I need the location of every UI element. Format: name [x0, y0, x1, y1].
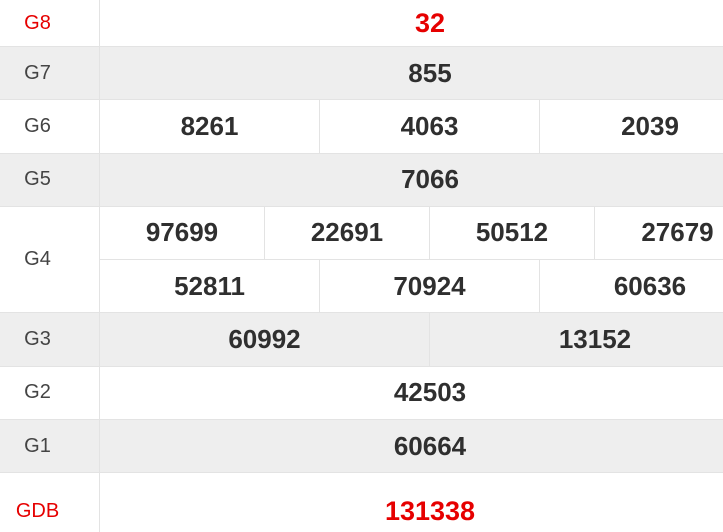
prize-row-g8: G8 32 [0, 0, 723, 47]
prize-label-g7: G7 [0, 47, 100, 100]
prize-row-g6: G6 8261 4063 2039 [0, 100, 723, 154]
prize-value-g7: 855 [408, 57, 452, 88]
prize-value-g4-5: 52811 [100, 259, 320, 313]
prize-value-g4-4: 27679 [641, 217, 714, 248]
prize-label-g2: G2 [0, 366, 100, 420]
prize-value-g6-3: 2039 [621, 110, 679, 141]
prize-label-g5: G5 [0, 153, 100, 206]
prize-label-g6: G6 [0, 100, 100, 153]
prize-value-g8: 32 [414, 7, 446, 38]
prize-value-g3-2: 13152 [558, 324, 632, 355]
prize-value-gdb: 131338 [384, 495, 476, 526]
prize-row-g5: G5 7066 [0, 153, 723, 207]
prize-value-g2: 42503 [393, 377, 467, 408]
prize-value-g5: 7066 [401, 164, 459, 195]
prize-row-g4: G4 97699 22691 50512 27679 52811 70924 6… [0, 206, 723, 314]
prize-value-g4-2: 22691 [265, 206, 430, 259]
prize-label-gdb: GDB [0, 473, 100, 532]
prize-value-g4-3: 50512 [430, 206, 595, 259]
prize-value-g6-1: 8261 [100, 100, 320, 153]
prize-value-g4-7: 60636 [613, 270, 687, 301]
prize-value-g4-6: 70924 [320, 259, 540, 313]
prize-label-g3: G3 [0, 313, 100, 366]
prize-value-g3-1: 60992 [100, 313, 430, 366]
prize-value-g1: 60664 [393, 430, 467, 461]
prize-label-g8: G8 [0, 0, 100, 46]
g4-subrow-1: 97699 22691 50512 27679 [100, 206, 723, 260]
prize-row-g3: G3 60992 13152 [0, 313, 723, 367]
prize-value-g4-1: 97699 [100, 206, 265, 259]
prize-row-g1: G1 60664 [0, 420, 723, 474]
prize-label-g4: G4 [0, 206, 100, 313]
prize-row-g7: G7 855 [0, 47, 723, 101]
prize-row-gdb: GDB 131338 [0, 473, 723, 532]
g4-values-group: 97699 22691 50512 27679 52811 70924 6063… [100, 206, 723, 313]
prize-label-g1: G1 [0, 420, 100, 473]
g4-subrow-2: 52811 70924 60636 [100, 259, 723, 313]
prize-value-g6-2: 4063 [320, 100, 540, 153]
prize-row-g2: G2 42503 [0, 366, 723, 421]
